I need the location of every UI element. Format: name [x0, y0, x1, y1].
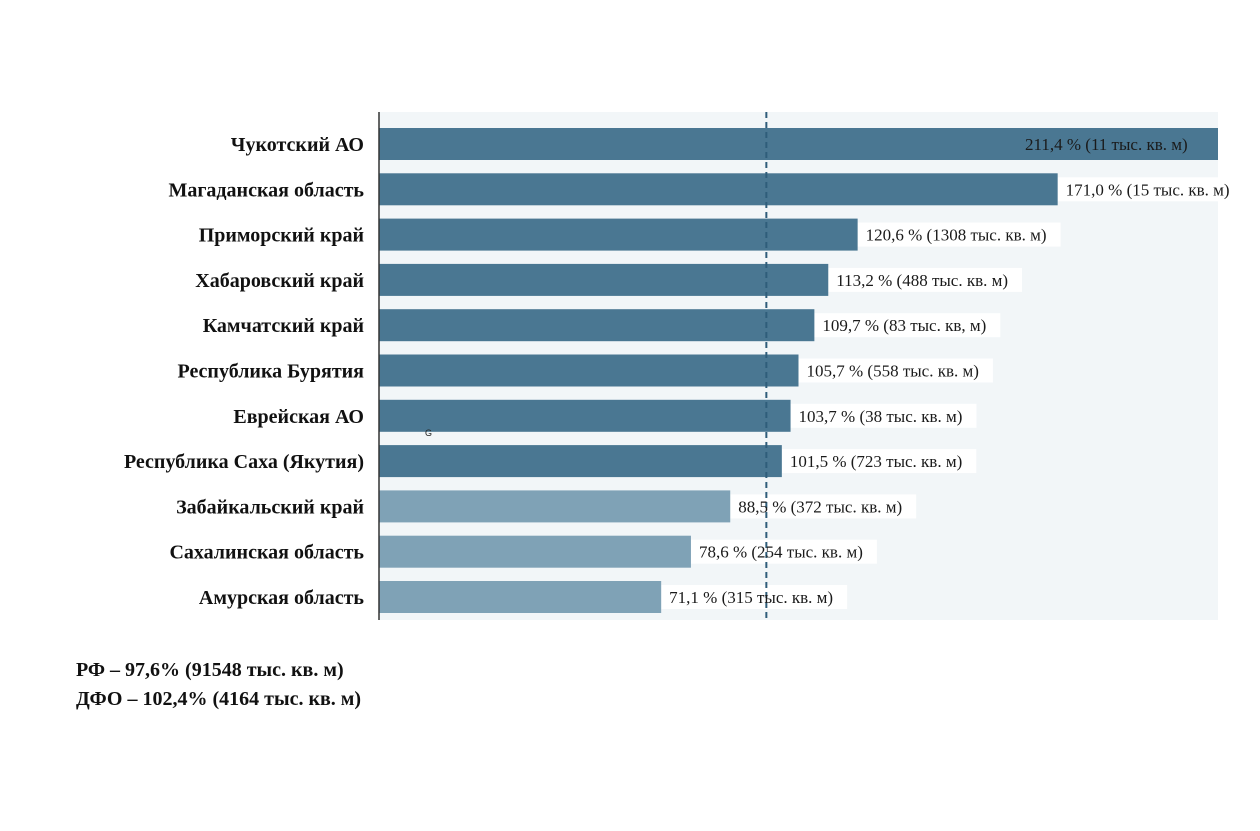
- category-label: Республика Бурятия: [177, 361, 364, 383]
- data-label: 109,7 % (83 тыс. кв, м): [822, 316, 986, 335]
- data-label: 103,7 % (38 тыс. кв. м): [799, 407, 963, 426]
- data-label-background: [828, 267, 1023, 292]
- bar: [379, 445, 782, 478]
- data-label: 113,2 % (488 тыс. кв. м): [836, 271, 1008, 290]
- bar: [379, 490, 731, 523]
- category-label: Забайкальский край: [176, 496, 364, 518]
- category-label: Еврейская АО: [233, 406, 364, 428]
- bar: [379, 399, 791, 432]
- data-label: 171,0 % (15 тыс. кв. м): [1066, 180, 1230, 199]
- data-label-background: [661, 585, 848, 609]
- data-label: 88,5 % (372 тыс. кв. м): [738, 497, 902, 516]
- bar: [379, 535, 691, 568]
- category-label: Приморский край: [199, 225, 364, 247]
- data-label: 105,7 % (558 тыс. кв. м): [807, 362, 979, 381]
- category-label: Магаданская область: [168, 179, 364, 201]
- data-label: 101,5 % (723 тыс. кв. м): [790, 452, 962, 471]
- summary-rf: РФ – 97,6% (91548 тыс. кв. м): [76, 659, 344, 681]
- bar: [379, 263, 829, 296]
- data-label-background: [790, 403, 977, 428]
- category-label: Хабаровский край: [195, 270, 364, 292]
- bar: [379, 581, 662, 613]
- data-label-background: [814, 313, 1001, 338]
- data-label-background: [730, 494, 917, 519]
- data-label: 211,4 % (11 тыс. кв. м): [1025, 135, 1188, 154]
- data-label-background: [690, 539, 877, 564]
- bar: [379, 128, 1218, 160]
- bar: [379, 309, 815, 342]
- bar: [379, 218, 858, 251]
- data-label-background: [1057, 177, 1244, 202]
- category-label: Республика Саха (Якутия): [124, 451, 364, 473]
- category-label: Чукотский АО: [231, 134, 364, 156]
- bar: [379, 354, 799, 387]
- category-label: Камчатский край: [203, 315, 364, 337]
- bar: [379, 173, 1058, 206]
- summary-block: РФ – 97,6% (91548 тыс. кв. м) ДФО – 102,…: [76, 656, 361, 714]
- data-label-background: [781, 449, 977, 474]
- category-label: Сахалинская область: [169, 542, 364, 564]
- data-label: 120,6 % (1308 тыс. кв. м): [866, 226, 1047, 245]
- data-label: 71,1 % (315 тыс. кв. м): [669, 588, 833, 607]
- data-label-background: [857, 222, 1061, 247]
- data-label-background: [798, 358, 993, 383]
- data-label: 78,6 % (254 тыс. кв. м): [699, 543, 863, 562]
- stray-mark: G: [425, 428, 432, 438]
- category-label: Амурская область: [199, 587, 365, 609]
- summary-dfo: ДФО – 102,4% (4164 тыс. кв. м): [76, 688, 362, 710]
